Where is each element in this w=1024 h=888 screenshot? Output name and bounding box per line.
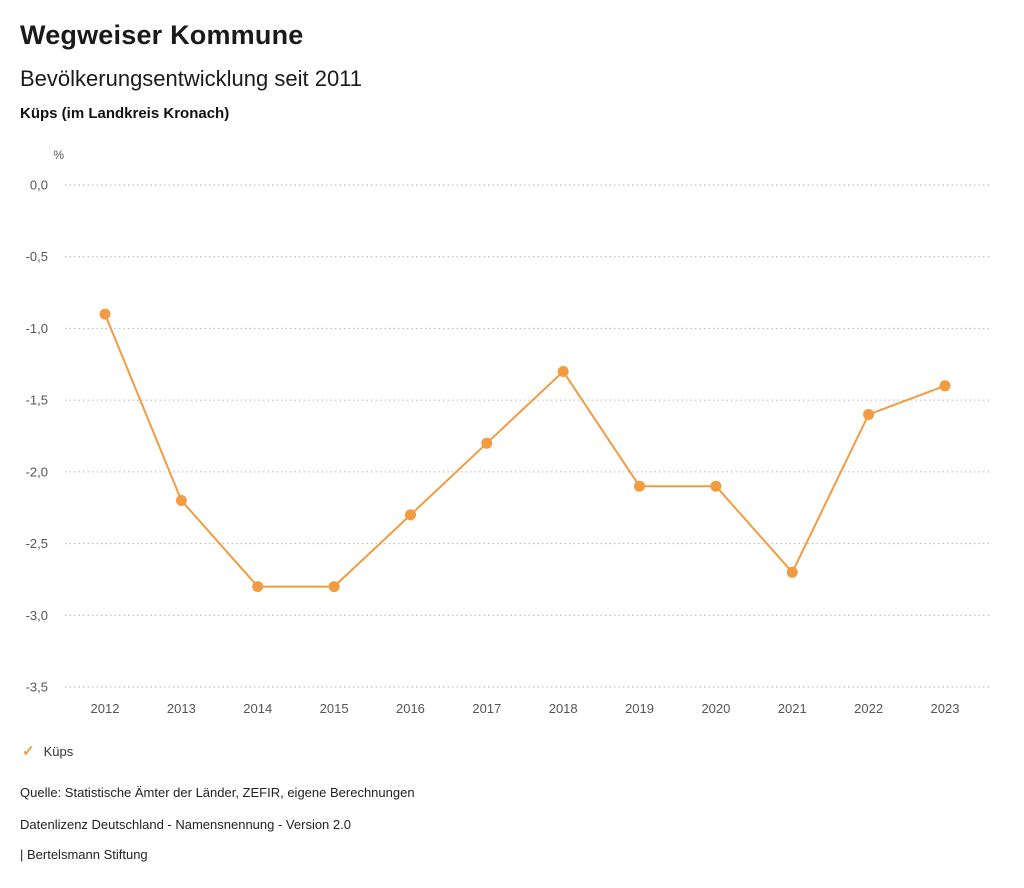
- data-point[interactable]: [481, 437, 493, 449]
- data-point[interactable]: [252, 581, 264, 593]
- x-tick-label: 2019: [625, 701, 654, 716]
- data-point[interactable]: [634, 480, 645, 492]
- x-tick-label: 2016: [396, 701, 425, 716]
- y-tick-label: -1,0: [26, 321, 48, 336]
- page-title: Wegweiser Kommune: [20, 20, 304, 50]
- x-tick-label: 2021: [778, 701, 807, 716]
- legend-check-icon: ✓: [22, 743, 35, 760]
- x-tick-label: 2012: [91, 701, 120, 716]
- y-tick-label: -1,5: [26, 393, 48, 408]
- source-text: Quelle: Statistische Ämter der Länder, Z…: [20, 785, 415, 800]
- data-point[interactable]: [710, 480, 722, 492]
- license-text: Datenlizenz Deutschland - Namensnennung …: [20, 817, 351, 832]
- y-tick-label: -2,0: [26, 464, 48, 479]
- data-point[interactable]: [99, 308, 111, 320]
- data-point[interactable]: [939, 380, 951, 392]
- data-point[interactable]: [405, 509, 416, 521]
- y-tick-label: -3,0: [26, 608, 48, 623]
- x-tick-label: 2014: [243, 701, 272, 716]
- y-tick-label: -3,5: [26, 680, 48, 695]
- y-tick-label: -0,5: [26, 249, 48, 264]
- y-axis-unit-label: %: [53, 148, 64, 162]
- data-point[interactable]: [557, 366, 569, 377]
- attribution-text: | Bertelsmann Stiftung: [20, 847, 148, 862]
- chart-canvas: % 0,0 -0,5 -1,0 -1,5 -2,0 -2,5 -3,0 -3,5 2012 2013…: [26, 148, 990, 716]
- chart-subtitle: Bevölkerungsentwicklung seit 2011: [20, 66, 363, 91]
- legend-label: Küps: [43, 744, 74, 759]
- data-point[interactable]: [786, 566, 798, 578]
- x-tick-label: 2023: [931, 701, 960, 716]
- x-tick-label: 2020: [701, 701, 730, 716]
- x-tick-label: 2017: [472, 701, 501, 716]
- x-tick-label: 2018: [549, 701, 578, 716]
- chart-legend-item-kueps[interactable]: ✓ Küps: [22, 744, 73, 759]
- x-tick-label: 2022: [854, 701, 883, 716]
- chart-location: Küps (im Landkreis Kronach): [20, 105, 230, 122]
- data-point[interactable]: [175, 495, 187, 506]
- data-point[interactable]: [863, 409, 875, 420]
- y-tick-label: 0,0: [30, 178, 48, 193]
- y-tick-label: -2,5: [26, 536, 48, 551]
- data-point[interactable]: [328, 581, 340, 593]
- population-line-chart: % 0,0 -0,5 -1,0 -1,5 -2,0 -2,5 -3,0 -3,5 2012 2013…: [0, 140, 1024, 740]
- x-tick-label: 2013: [167, 701, 196, 716]
- series-line: [104, 313, 946, 588]
- x-tick-label: 2015: [320, 701, 349, 716]
